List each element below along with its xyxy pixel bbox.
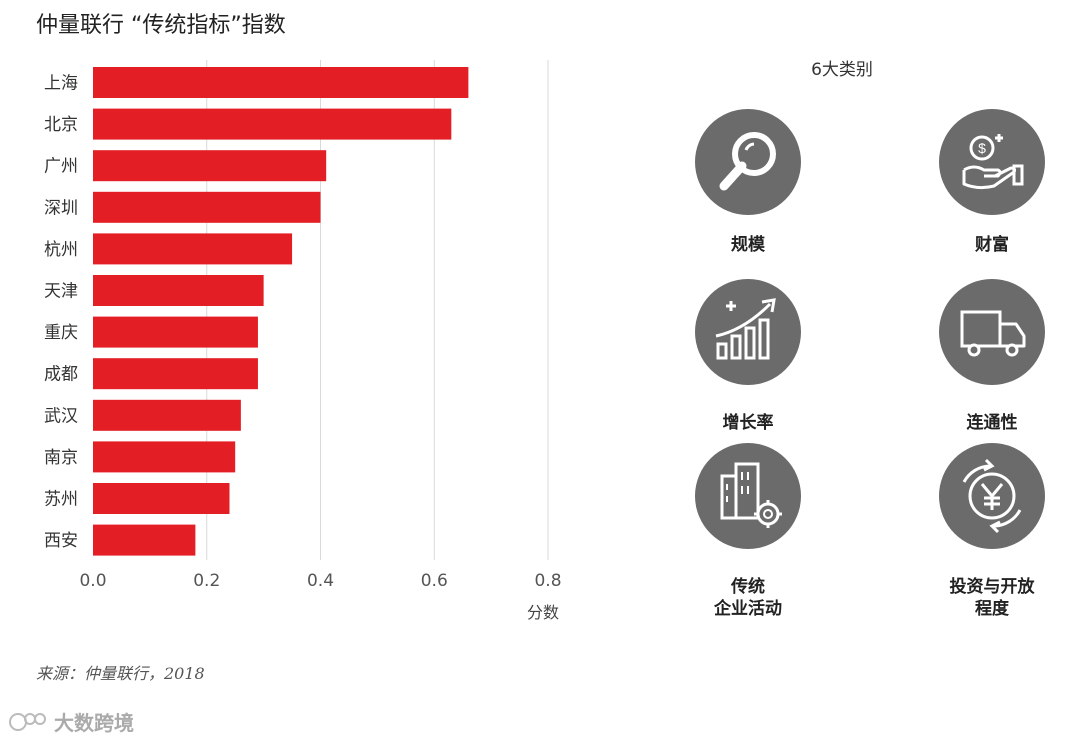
x-tick-label: 0.4 xyxy=(307,571,334,591)
yuan-cycle-icon xyxy=(939,443,1045,549)
category-label-line1: 投资与开放 xyxy=(949,577,1035,597)
category-label: 北京 xyxy=(44,115,78,135)
grid-lines xyxy=(206,60,549,560)
category-label-line2: 企业活动 xyxy=(714,599,782,619)
x-axis-title: 分数 xyxy=(527,603,559,622)
growth-bars-icon xyxy=(695,279,801,385)
x-tick-label: 0.0 xyxy=(79,571,106,591)
bar xyxy=(93,108,452,140)
category-label-line2: 程度 xyxy=(975,599,1009,619)
magnifier-icon xyxy=(695,109,801,215)
category-label: 传统 企业活动 xyxy=(658,576,838,620)
watermark-text: 大数跨境 xyxy=(54,711,134,735)
bar xyxy=(93,233,293,265)
x-tick-label: 0.8 xyxy=(534,571,561,591)
category-label: 投资与开放 程度 xyxy=(902,576,1080,620)
category-label: 西安 xyxy=(44,531,78,551)
bar xyxy=(93,150,327,182)
watermark: 大数跨境 xyxy=(8,707,134,736)
source-note: 来源：仲量联行，2018 xyxy=(36,664,205,683)
x-tick-label: 0.2 xyxy=(193,571,220,591)
category-label: 成都 xyxy=(44,365,78,385)
category-label: 深圳 xyxy=(44,198,78,218)
watermark-logo-icon xyxy=(9,712,46,731)
category-label: 连通性 xyxy=(966,413,1018,433)
category-label: 财富 xyxy=(975,235,1009,255)
category-label: 苏州 xyxy=(44,490,78,510)
category-label: 天津 xyxy=(44,282,78,302)
category-label: 广州 xyxy=(44,157,78,177)
bar xyxy=(93,275,264,306)
category-label: 规模 xyxy=(731,235,765,255)
category-wealth: $ 财富 xyxy=(902,108,1080,256)
truck-icon xyxy=(939,279,1045,385)
category-label: 上海 xyxy=(44,74,78,94)
category-connectivity: 连通性 xyxy=(902,278,1080,434)
bars xyxy=(93,67,469,556)
category-investment-openness: 投资与开放 程度 xyxy=(902,442,1080,620)
bar xyxy=(93,483,230,514)
chart-title: 仲量联行 “传统指标”指数 xyxy=(36,13,286,38)
category-label: 增长率 xyxy=(722,413,774,433)
bar xyxy=(93,524,196,556)
x-tick-label: 0.6 xyxy=(421,571,448,591)
bar xyxy=(93,316,258,348)
bar xyxy=(93,191,321,223)
category-label: 重庆 xyxy=(44,323,78,343)
category-business-activity: 传统 企业活动 xyxy=(658,442,838,620)
category-label: 南京 xyxy=(44,448,78,468)
category-scale: 规模 xyxy=(658,108,838,256)
bar xyxy=(93,441,236,473)
x-tick-labels: 0.0 0.2 0.4 0.6 0.8 xyxy=(79,571,561,591)
building-gear-icon xyxy=(695,443,801,549)
bar xyxy=(93,399,241,431)
hand-money-icon: $ xyxy=(939,109,1045,215)
bar xyxy=(93,358,258,390)
svg-text:$: $ xyxy=(978,140,986,156)
category-label: 武汉 xyxy=(44,406,78,426)
category-label: 杭州 xyxy=(44,240,78,260)
category-growth: 增长率 xyxy=(658,278,838,434)
categories-heading: 6大类别 xyxy=(811,60,873,80)
category-label-line1: 传统 xyxy=(731,577,765,597)
bar xyxy=(93,67,469,98)
